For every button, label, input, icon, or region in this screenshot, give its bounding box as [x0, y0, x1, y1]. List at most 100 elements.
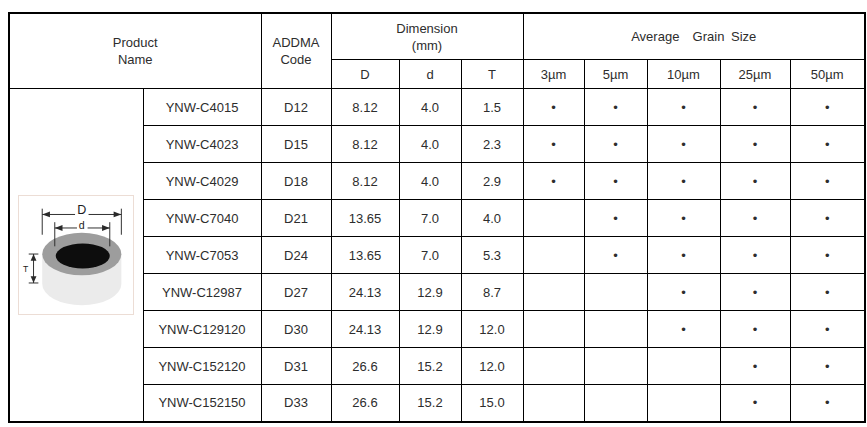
grain-5um-dot — [584, 385, 647, 422]
dim-d: 7.0 — [399, 200, 461, 237]
grain-25um-dot: • — [720, 126, 790, 163]
grain-50um-dot: • — [790, 163, 865, 200]
grain-5um-dot: • — [584, 89, 647, 126]
arrow-D-right — [114, 211, 122, 217]
header-product-name: Product Name — [9, 13, 261, 89]
grain-50um-dot: • — [790, 89, 865, 126]
grain-5um-dot — [584, 311, 647, 348]
addma-code: D33 — [261, 385, 331, 422]
header-dimension: Dimension (mm) — [331, 13, 523, 60]
label-D: D — [78, 203, 87, 217]
grain-25um-dot: • — [720, 237, 790, 274]
grain-5um-dot: • — [584, 126, 647, 163]
label-d: d — [79, 219, 85, 231]
grain-25um-dot: • — [720, 311, 790, 348]
addma-code: D18 — [261, 163, 331, 200]
grain-10um-dot: • — [647, 274, 720, 311]
header-average-grain-size: Average Grain Size — [523, 13, 865, 60]
dim-D: 24.13 — [331, 311, 399, 348]
grain-10um-dot: • — [647, 126, 720, 163]
grain-3um-dot: • — [523, 89, 584, 126]
dim-D: 26.6 — [331, 348, 399, 385]
dim-D: 13.65 — [331, 237, 399, 274]
product-name: YNW-C152120 — [143, 348, 261, 385]
addma-code: D30 — [261, 311, 331, 348]
dim-d: 12.9 — [399, 311, 461, 348]
grain-3um-dot: • — [523, 163, 584, 200]
grain-50um-dot: • — [790, 274, 865, 311]
dim-d: 15.2 — [399, 385, 461, 422]
dim-T: 12.0 — [461, 348, 523, 385]
grain-50um-dot: • — [790, 385, 865, 422]
product-name: YNW-C129120 — [143, 311, 261, 348]
product-image-cell: D d — [9, 89, 143, 422]
grain-50um-dot: • — [790, 200, 865, 237]
dim-T: 12.0 — [461, 311, 523, 348]
dim-d: 4.0 — [399, 163, 461, 200]
arrow-d-left — [55, 225, 63, 231]
product-name: YNW-C4029 — [143, 163, 261, 200]
table-row: D d — [9, 89, 865, 126]
product-spec-table: Product Name ADDMA Code Dimension (mm) A… — [8, 12, 866, 423]
dim-D: 8.12 — [331, 89, 399, 126]
grain-3um-dot — [523, 311, 584, 348]
arrow-d-right — [102, 225, 110, 231]
dim-d: 15.2 — [399, 348, 461, 385]
dim-T: 2.9 — [461, 163, 523, 200]
arrow-T-bottom — [31, 276, 37, 283]
dim-T: 8.7 — [461, 274, 523, 311]
dim-D: 8.12 — [331, 126, 399, 163]
header-dim-d: d — [399, 60, 461, 89]
grain-10um-dot: • — [647, 163, 720, 200]
addma-code: D24 — [261, 237, 331, 274]
addma-code: D31 — [261, 348, 331, 385]
grain-50um-dot: • — [790, 348, 865, 385]
grain-25um-dot: • — [720, 385, 790, 422]
table-body: D d — [9, 89, 865, 422]
header-grain-3um: 3µm — [523, 60, 584, 89]
addma-code: D12 — [261, 89, 331, 126]
dim-D: 26.6 — [331, 385, 399, 422]
product-spec-sheet: Product Name ADDMA Code Dimension (mm) A… — [8, 12, 866, 423]
header-dim-D: D — [331, 60, 399, 89]
grain-10um-dot — [647, 348, 720, 385]
grain-3um-dot: • — [523, 126, 584, 163]
dim-d: 7.0 — [399, 237, 461, 274]
dim-T: 5.3 — [461, 237, 523, 274]
table-header: Product Name ADDMA Code Dimension (mm) A… — [9, 13, 865, 89]
grain-5um-dot: • — [584, 200, 647, 237]
product-name: YNW-C7040 — [143, 200, 261, 237]
grain-50um-dot: • — [790, 237, 865, 274]
grain-10um-dot: • — [647, 237, 720, 274]
grain-50um-dot: • — [790, 311, 865, 348]
grain-3um-dot — [523, 348, 584, 385]
grain-3um-dot — [523, 237, 584, 274]
header-dim-T: T — [461, 60, 523, 89]
header-grain-5um: 5µm — [584, 60, 647, 89]
grain-25um-dot: • — [720, 200, 790, 237]
grain-10um-dot: • — [647, 311, 720, 348]
dim-T: 2.3 — [461, 126, 523, 163]
product-name: YNW-C4015 — [143, 89, 261, 126]
product-name: YNW-C152150 — [143, 385, 261, 422]
grain-3um-dot — [523, 385, 584, 422]
toroid-core-diagram: D d — [18, 195, 134, 315]
dim-d: 4.0 — [399, 89, 461, 126]
core-hole — [56, 243, 110, 268]
arrow-D-left — [42, 211, 50, 217]
header-grain-50um: 50µm — [790, 60, 865, 89]
addma-code: D27 — [261, 274, 331, 311]
addma-code: D21 — [261, 200, 331, 237]
grain-5um-dot — [584, 274, 647, 311]
header-addma-code: ADDMA Code — [261, 13, 331, 89]
grain-5um-dot: • — [584, 237, 647, 274]
dim-D: 13.65 — [331, 200, 399, 237]
arrow-T-top — [31, 254, 37, 261]
dim-d: 12.9 — [399, 274, 461, 311]
product-name: YNW-C12987 — [143, 274, 261, 311]
header-grain-10um: 10µm — [647, 60, 720, 89]
grain-10um-dot: • — [647, 200, 720, 237]
toroid-core-drawing: D d — [21, 198, 131, 312]
grain-5um-dot: • — [584, 163, 647, 200]
grain-10um-dot — [647, 385, 720, 422]
